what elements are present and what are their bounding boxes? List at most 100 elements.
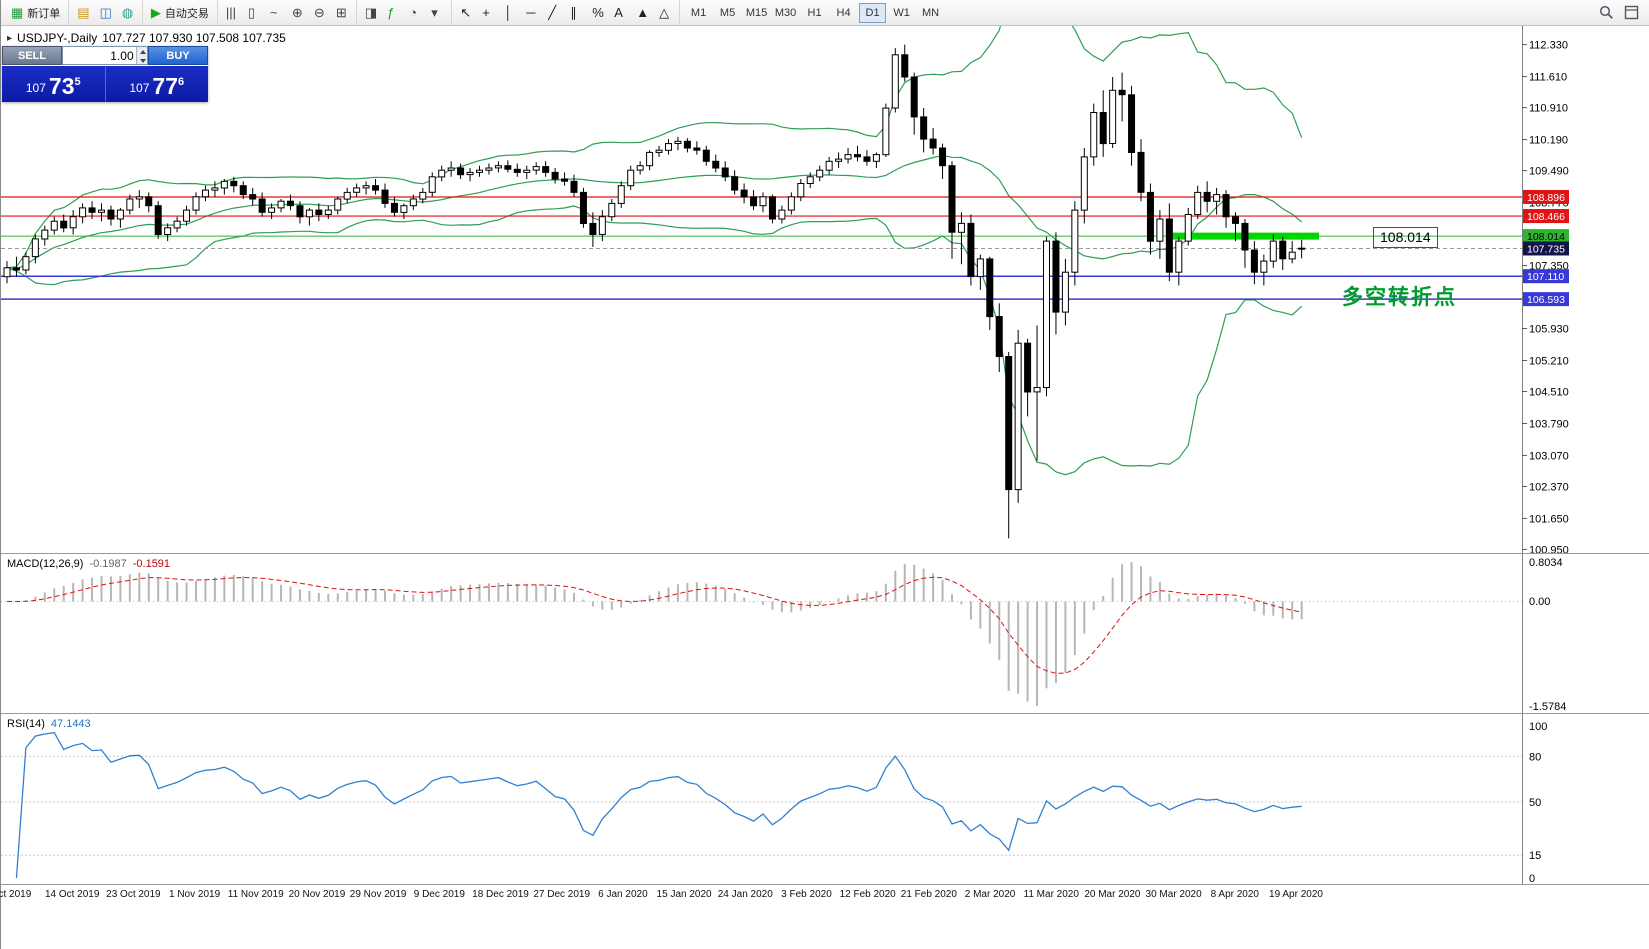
zoom-in-icon: ⊕	[291, 5, 303, 20]
timeframe-button-m1[interactable]: M1	[685, 3, 712, 23]
price-annotation[interactable]: 108.014	[1373, 227, 1438, 248]
date-label: 21 Feb 2020	[900, 889, 957, 900]
sell-price[interactable]: 107 73 5	[2, 66, 106, 102]
cursor-icon: ↖	[460, 5, 472, 20]
price-tick-label: 110.190	[1529, 135, 1568, 147]
macd-name: MACD(12,26,9)	[7, 558, 84, 570]
buy-price[interactable]: 107 77 6	[106, 66, 209, 102]
volume-input[interactable]	[63, 47, 136, 64]
date-label: 6 Jan 2020	[598, 889, 648, 900]
candlestick-chart-icon[interactable]: ▯	[243, 2, 265, 24]
volume-box	[62, 46, 148, 65]
rsi-tick-label: 0	[1529, 873, 1535, 884]
price-tick-label: 110.910	[1529, 103, 1568, 115]
rsi-value: 47.1443	[50, 718, 91, 730]
data-window-button[interactable]	[1619, 2, 1644, 24]
date-label: 2 Mar 2020	[964, 889, 1016, 900]
zoom-out-icon: ⊖	[313, 5, 325, 20]
date-label: 15 Jan 2020	[656, 889, 712, 900]
vertical-line-icon[interactable]: │	[499, 2, 521, 24]
rsi-line	[15, 731, 1302, 879]
timeframe-button-m30[interactable]: M30	[772, 3, 799, 23]
date-label: 20 Mar 2020	[1084, 889, 1141, 900]
shapes-icon[interactable]: △	[654, 2, 676, 24]
channel-icon: ∥	[570, 5, 577, 20]
line-chart-icon: ~	[269, 5, 278, 20]
buy-price-big: 77	[152, 73, 178, 99]
market-watch-icon[interactable]: ▤	[72, 2, 94, 24]
volume-increase-button[interactable]	[136, 47, 147, 56]
turning-point-annotation[interactable]: 多空转折点	[1342, 286, 1457, 309]
date-label: 14 Oct 2019	[44, 889, 100, 900]
bar-chart-icon[interactable]: |||	[221, 2, 243, 24]
arrows-icon: ▲	[636, 5, 650, 20]
date-label: 19 Apr 2020	[1269, 889, 1323, 900]
data-window-icon	[1624, 5, 1639, 20]
macd-pane[interactable]: 0.8034 0.00 -1.5784	[1, 553, 1649, 713]
macd-value-main: -0.1987	[89, 558, 127, 570]
svg-text:106.593: 106.593	[1527, 294, 1565, 306]
vertical-line-icon: │	[504, 5, 513, 20]
periods-icon: ◔	[409, 5, 418, 20]
indicators-icon[interactable]: ƒ	[382, 2, 404, 24]
zoom-out-icon[interactable]: ⊖	[309, 2, 331, 24]
new-order-icon: ▦	[11, 5, 24, 20]
volume-decrease-button[interactable]	[136, 55, 147, 64]
zoom-in-icon[interactable]: ⊕	[287, 2, 309, 24]
date-label: 27 Dec 2019	[533, 889, 591, 900]
search-button[interactable]	[1594, 2, 1619, 24]
templates-icon[interactable]: ▾	[426, 2, 448, 24]
windows-group: ◨ ƒ ◔ ▾	[357, 0, 453, 25]
price-tag-level: 106.593	[1523, 292, 1569, 307]
expand-arrow-icon[interactable]: ▸	[7, 32, 13, 44]
price-tag-current: 107.735	[1523, 241, 1569, 256]
timeframe-button-m5[interactable]: M5	[714, 3, 741, 23]
sell-button[interactable]: SELL	[2, 46, 62, 65]
date-label: 3 Feb 2020	[781, 889, 832, 900]
main-chart-pane[interactable]: 112.330111.610110.910110.190109.490108.7…	[1, 26, 1649, 553]
line-chart-icon[interactable]: ~	[265, 2, 287, 24]
text-icon[interactable]: A	[609, 2, 631, 24]
autotrading-button-label: 自动交易	[164, 7, 209, 20]
autotrading-button[interactable]: ▶ 自动交易	[146, 2, 214, 24]
price-tick-label: 105.930	[1529, 324, 1569, 336]
navigator-icon[interactable]: ◫	[95, 2, 117, 24]
timeframe-button-h1[interactable]: H1	[801, 3, 828, 23]
price-tag-level: 108.014	[1523, 229, 1569, 244]
rsi-name: RSI(14)	[7, 718, 45, 730]
web-terminal-icon: ◍	[121, 5, 134, 20]
price-tick-label: 101.650	[1529, 513, 1569, 525]
date-label: 11 Mar 2020	[1023, 889, 1079, 900]
timeframe-button-mn[interactable]: MN	[917, 3, 944, 23]
text-icon: A	[614, 5, 623, 20]
grid-icon[interactable]: ⊞	[331, 2, 353, 24]
date-label: 9 Dec 2019	[413, 889, 465, 900]
trade-group: ▦ 新订单	[3, 0, 70, 25]
bar-chart-icon: |||	[225, 5, 237, 20]
macd-tick-label: 0.00	[1529, 596, 1550, 608]
arrows-icon[interactable]: ▲	[631, 2, 654, 24]
trendline-icon[interactable]: ╱	[543, 2, 565, 24]
crosshair-icon[interactable]: +	[477, 2, 499, 24]
cursor-icon[interactable]: ↖	[455, 2, 477, 24]
buy-button[interactable]: BUY	[148, 46, 208, 65]
horizontal-levels	[1, 196, 1522, 300]
date-label: 11 Nov 2019	[227, 889, 284, 900]
web-terminal-icon[interactable]: ◍	[117, 2, 139, 24]
horizontal-line-icon[interactable]: ─	[521, 2, 543, 24]
timeframe-button-m15[interactable]: M15	[743, 3, 770, 23]
svg-text:107.735: 107.735	[1527, 243, 1565, 255]
new-order-button[interactable]: ▦ 新订单	[6, 2, 65, 24]
price-tick-label: 109.490	[1529, 166, 1569, 178]
tile-windows-icon[interactable]: ◨	[360, 2, 382, 24]
timeframe-button-d1[interactable]: D1	[859, 2, 887, 23]
price-tick-label: 103.790	[1529, 418, 1569, 430]
panels-group: ▤ ◫ ◍	[69, 0, 143, 25]
timeframe-button-h4[interactable]: H4	[830, 3, 857, 23]
fibonacci-icon: %	[592, 5, 604, 20]
rsi-pane[interactable]: 100 80 50 15 0	[1, 713, 1649, 884]
channel-icon[interactable]: ∥	[565, 2, 587, 24]
timeframe-button-w1[interactable]: W1	[888, 3, 915, 23]
fibonacci-icon[interactable]: %	[587, 2, 609, 24]
periods-icon[interactable]: ◔	[404, 2, 426, 24]
